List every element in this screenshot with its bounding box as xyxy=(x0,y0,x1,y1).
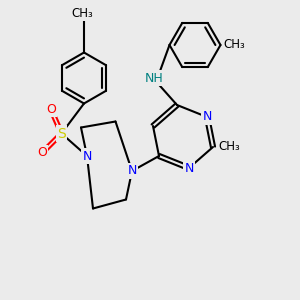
Text: CH₃: CH₃ xyxy=(224,38,245,52)
Text: S: S xyxy=(57,127,66,140)
Text: O: O xyxy=(46,103,56,116)
Text: N: N xyxy=(127,164,137,178)
Text: N: N xyxy=(202,110,212,124)
Text: NH: NH xyxy=(145,71,164,85)
Text: CH₃: CH₃ xyxy=(218,140,240,154)
Text: N: N xyxy=(82,149,92,163)
Text: O: O xyxy=(37,146,47,160)
Text: CH₃: CH₃ xyxy=(72,7,93,20)
Text: N: N xyxy=(184,161,194,175)
